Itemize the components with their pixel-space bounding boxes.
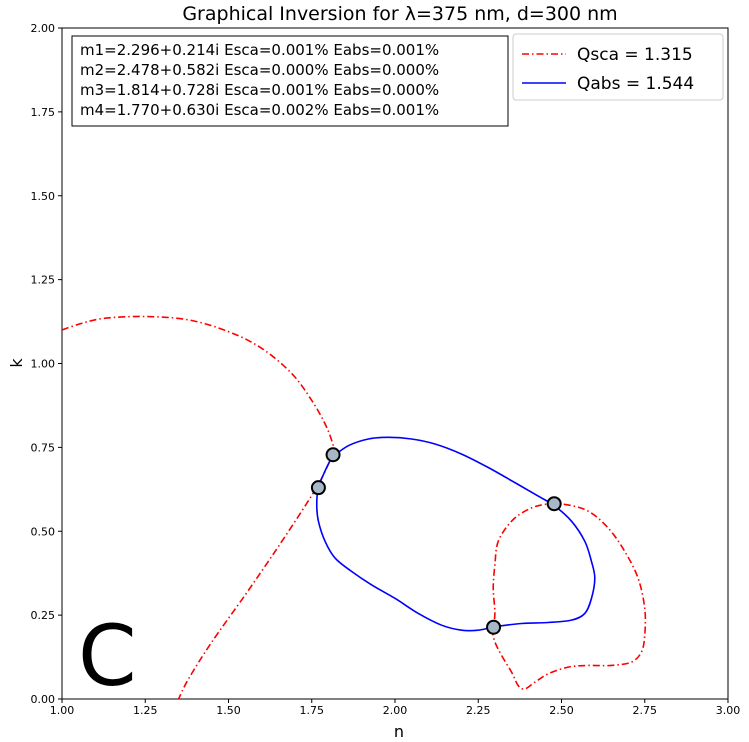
y-tick-label: 2.00 (31, 22, 56, 35)
marker-m2 (546, 496, 562, 512)
x-tick-label: 3.00 (716, 704, 741, 717)
x-tick-label: 1.25 (133, 704, 158, 717)
y-tick-label: 1.75 (31, 106, 56, 119)
x-tick-label: 2.50 (549, 704, 574, 717)
annotation-frame (71, 35, 509, 127)
marker-m3 (325, 447, 341, 463)
x-tick-label: 2.75 (633, 704, 658, 717)
marker-m4 (310, 480, 326, 496)
panel-label: C (78, 607, 137, 705)
annotation-m1: m1=2.296+0.214i Esca=0.001% Eabs=0.001% (80, 41, 439, 59)
y-tick-label: 1.25 (31, 274, 56, 287)
annotation-m3: m3=1.814+0.728i Esca=0.001% Eabs=0.000% (80, 81, 439, 99)
x-tick-label: 1.75 (300, 704, 325, 717)
legend-label-qsca: Qsca = 1.315 (577, 45, 693, 65)
marker-m1 (486, 619, 502, 635)
series-qabs-curve (315, 436, 596, 632)
y-axis-label: k (7, 358, 26, 368)
legend-label-qabs: Qabs = 1.544 (577, 74, 694, 94)
x-tick-label: 1.50 (216, 704, 241, 717)
y-tick-label: 0.50 (31, 525, 56, 538)
y-tick-label: 0.25 (31, 609, 56, 622)
series-layer (62, 315, 647, 699)
y-tick-label: 0.00 (31, 693, 56, 706)
x-tick-label: 2.25 (466, 704, 491, 717)
series-qsca-curve (62, 315, 335, 699)
series-qsca-curve (490, 502, 647, 690)
y-tick-label: 1.00 (31, 358, 56, 371)
legend: Qsca = 1.315 Qabs = 1.544 (512, 33, 724, 101)
annotation-m4: m4=1.770+0.630i Esca=0.002% Eabs=0.001% (80, 101, 439, 119)
marker-layer (310, 447, 562, 635)
annotation-box: m1=2.296+0.214i Esca=0.001% Eabs=0.001% … (71, 35, 509, 127)
y-tick-label: 0.75 (31, 441, 56, 454)
x-axis-label: n (394, 722, 404, 741)
axis-ticks: 1.00 1.25 1.50 1.75 2.00 2.25 2.50 2.75 3.00 0.00… (31, 22, 741, 717)
chart-title: Graphical Inversion for λ=375 nm, d=300 … (182, 3, 617, 25)
x-tick-label: 2.00 (383, 704, 408, 717)
annotation-m2: m2=2.478+0.582i Esca=0.000% Eabs=0.000% (80, 61, 439, 79)
y-tick-label: 1.50 (31, 190, 56, 203)
x-tick-label: 1.00 (50, 704, 75, 717)
